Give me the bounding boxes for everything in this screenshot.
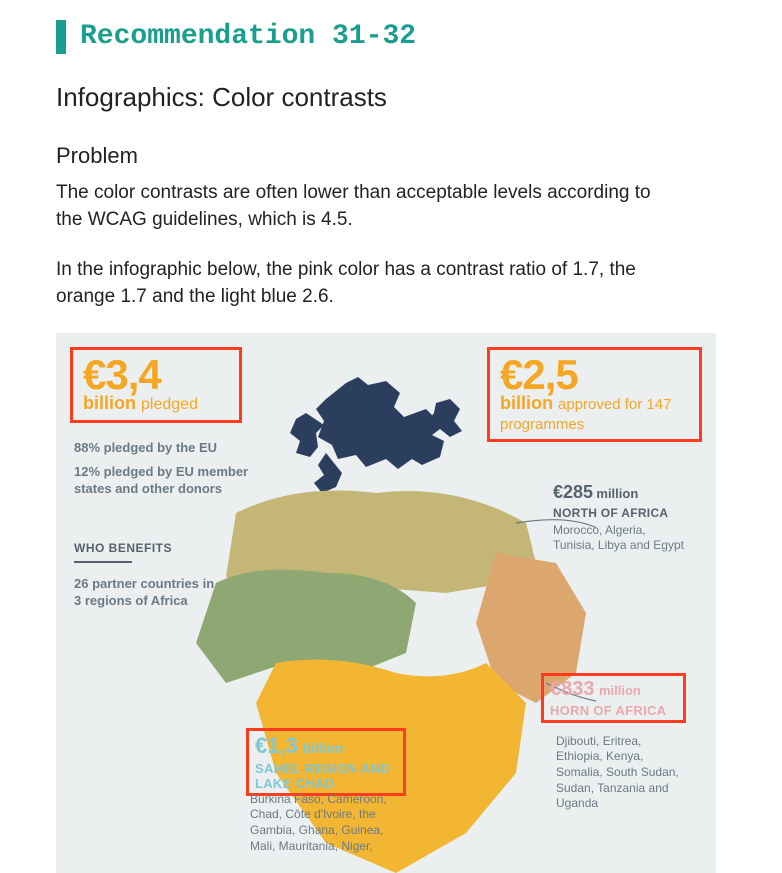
approved-unit-line: billion approved for 147 programmes	[500, 394, 689, 434]
north-africa-block: €285 million NORTH OF AFRICA Morocco, Al…	[553, 481, 688, 554]
horn-countries: Djibouti, Eritrea, Ethiopia, Kenya, Soma…	[556, 734, 686, 812]
north-africa-name: NORTH OF AFRICA	[553, 506, 688, 522]
approved-amount: €2,5	[500, 354, 689, 396]
sahel-name: SAHEL REGION AND LAKE CHAD	[255, 761, 397, 791]
sahel-highlight-box: €1,3 billion SAHEL REGION AND LAKE CHAD	[246, 728, 406, 796]
north-africa-unit: million	[596, 486, 638, 501]
pledged-suffix: pledged	[141, 396, 198, 413]
horn-unit: million	[599, 683, 641, 698]
who-benefits-title: WHO BENEFITS	[74, 541, 224, 555]
horn-highlight-box: €833 million HORN OF AFRICA	[541, 673, 686, 723]
infographic-container: €3,4 billion pledged €2,5 billion approv…	[56, 333, 716, 873]
sahel-unit: billion	[302, 740, 343, 756]
approved-unit: billion	[500, 393, 553, 413]
problem-paragraph-1: The color contrasts are often lower than…	[56, 179, 676, 234]
pledged-highlight-box: €3,4 billion pledged	[70, 347, 242, 423]
horn-amount: €833	[550, 678, 595, 700]
problem-paragraph-2: In the infographic below, the pink color…	[56, 256, 676, 311]
horn-name: HORN OF AFRICA	[550, 703, 677, 718]
pledged-amount: €3,4	[83, 354, 229, 396]
who-benefits-divider	[74, 561, 132, 563]
pledged-unit: billion	[83, 393, 136, 413]
north-africa-amount: €285	[553, 482, 593, 502]
north-africa-countries: Morocco, Algeria, Tunisia, Libya and Egy…	[553, 523, 688, 554]
recommendation-title: Recommendation 31-32	[56, 20, 742, 54]
pledged-unit-line: billion pledged	[83, 394, 229, 414]
page-subtitle: Infographics: Color contrasts	[56, 82, 742, 113]
sahel-amount: €1,3	[255, 733, 298, 758]
who-benefits-block: WHO BENEFITS 26 partner countries in 3 r…	[74, 541, 224, 610]
horn-countries-block: Djibouti, Eritrea, Ethiopia, Kenya, Soma…	[556, 733, 686, 812]
sahel-countries-block: Burkina Faso, Cameroon, Chad, Côte d'Ivo…	[250, 791, 410, 854]
approved-highlight-box: €2,5 billion approved for 147 programmes	[487, 347, 702, 443]
horn-amount-line: €833 million	[550, 678, 677, 701]
sahel-countries: Burkina Faso, Cameroon, Chad, Côte d'Ivo…	[250, 792, 410, 854]
pledged-breakdown-2: 12% pledged by EU member states and othe…	[74, 463, 274, 498]
sahel-amount-line: €1,3 billion	[255, 733, 397, 759]
problem-heading: Problem	[56, 143, 742, 169]
north-africa-amount-line: €285 million	[553, 481, 688, 504]
who-benefits-text: 26 partner countries in 3 regions of Afr…	[74, 575, 224, 610]
pledged-breakdown-1: 88% pledged by the EU	[74, 439, 254, 457]
